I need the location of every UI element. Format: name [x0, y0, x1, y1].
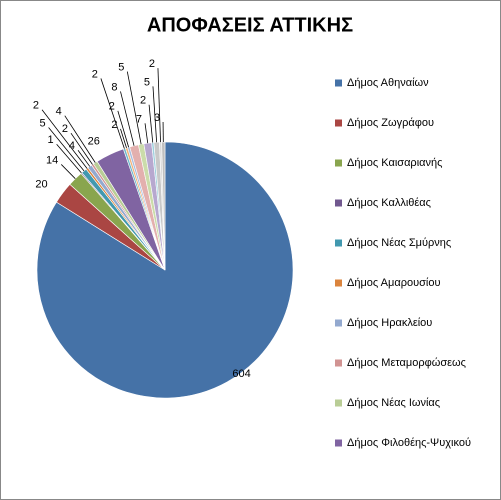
data-label: 2 — [140, 95, 146, 107]
data-label: 3 — [154, 112, 160, 124]
legend-label: Δήμος Μεταμορφώσεως — [347, 357, 466, 369]
legend-label: Δήμος Αμαρουσίου — [347, 277, 440, 289]
legend-swatch — [335, 239, 342, 247]
legend-label: Δήμος Καλλιθέας — [347, 197, 431, 209]
data-label: 20 — [35, 178, 47, 190]
legend-label: Δήμος Καισαριανής — [347, 157, 442, 169]
leader-line — [120, 128, 127, 149]
leader-line — [100, 78, 125, 149]
leader-line — [77, 150, 91, 167]
legend-label: Δήμος Ζωγράφου — [347, 117, 434, 129]
legend-swatch — [335, 119, 342, 127]
data-label: 5 — [39, 117, 45, 129]
leader-line — [41, 109, 88, 169]
data-label: 5 — [144, 76, 150, 88]
data-label: 2 — [149, 58, 155, 70]
leader-line — [56, 143, 82, 174]
pie-slice — [161, 141, 166, 271]
leader-line — [148, 104, 154, 143]
legend-swatch — [335, 319, 342, 327]
legend-swatch — [335, 359, 342, 367]
legend-swatch — [335, 399, 342, 407]
data-label: 2 — [111, 119, 117, 131]
leader-line — [117, 110, 130, 148]
data-label: 604 — [232, 368, 250, 380]
data-label: 2 — [62, 123, 68, 135]
legend-swatch — [335, 159, 342, 167]
data-label: 4 — [69, 140, 75, 152]
leader-line — [60, 164, 76, 179]
leader-line — [144, 123, 149, 144]
data-label: 8 — [111, 81, 117, 93]
leader-line — [120, 91, 135, 146]
legend-swatch — [335, 279, 342, 287]
data-label: 2 — [33, 100, 39, 112]
legend-swatch — [335, 199, 342, 207]
data-label: 2 — [109, 101, 115, 113]
data-label: 1 — [48, 134, 54, 146]
legend-label: Δήμος Αθηναίων — [347, 77, 429, 89]
data-label: 14 — [46, 154, 58, 166]
leader-line — [126, 71, 142, 145]
legend-swatch — [335, 79, 342, 87]
data-label: 26 — [88, 136, 100, 148]
data-label: 5 — [118, 61, 124, 73]
leader-line — [70, 132, 93, 165]
leader-line — [152, 86, 158, 143]
legend-label: Δήμος Ηρακλείου — [347, 317, 432, 329]
data-label: 2 — [92, 68, 98, 80]
legend-label: Δήμος Φιλοθέης-Ψυχικού — [347, 437, 471, 449]
legend-label: Δήμος Νέας Σμύρνης — [347, 237, 451, 249]
leader-line — [48, 127, 85, 172]
data-label: 7 — [136, 113, 142, 125]
leader-line — [64, 115, 96, 163]
legend-swatch — [335, 439, 342, 447]
legend-label: Δήμος Νέας Ιωνίας — [347, 397, 440, 409]
leader-line — [157, 68, 161, 143]
chart-title: ΑΠΟΦΑΣΕΙΣ ΑΤΤΙΚΗΣ — [147, 14, 353, 36]
data-label: 4 — [56, 106, 62, 118]
